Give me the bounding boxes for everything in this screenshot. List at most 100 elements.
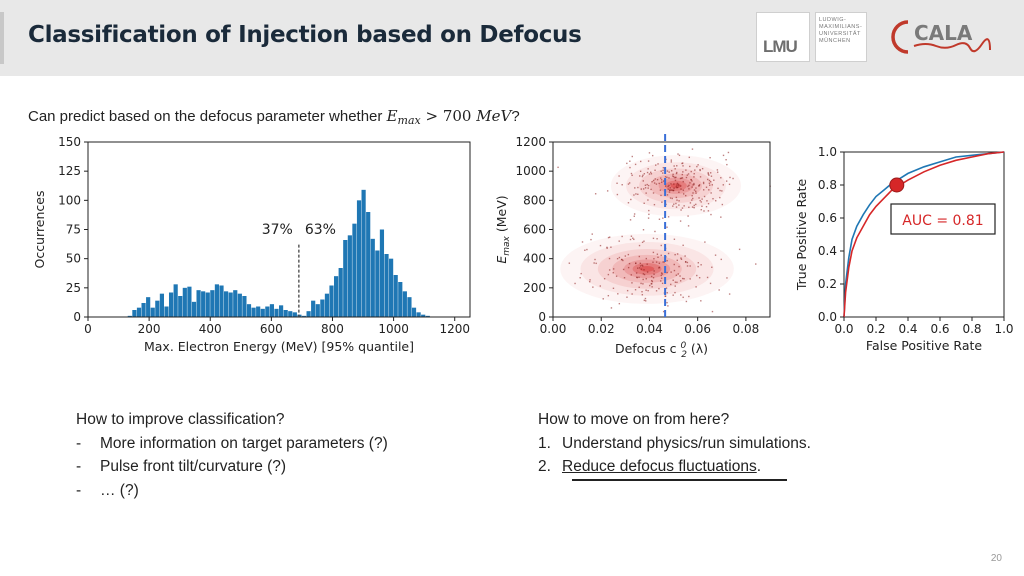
scatter-point [658, 287, 660, 290]
scatter-point [629, 238, 632, 241]
scatter-point [606, 190, 609, 192]
scatter-point [660, 181, 663, 183]
scatter-point [696, 274, 698, 277]
scatter-point [682, 165, 684, 167]
annotation-label: 37% [262, 222, 293, 238]
scatter-point [634, 163, 637, 166]
scatter-point [668, 177, 670, 179]
scatter-point [674, 176, 676, 179]
scatter-point [637, 193, 639, 196]
scatter-point [668, 191, 671, 193]
scatter-point [697, 262, 700, 264]
scatter-point [682, 189, 685, 191]
density-contour [632, 263, 662, 275]
scatter-point [691, 180, 693, 182]
x-axis-label: False Positive Rate [866, 338, 982, 353]
scatter-point [688, 156, 691, 159]
scatter-point [656, 238, 658, 240]
cala-logo-text: CALA [914, 21, 973, 45]
scatter-point [673, 263, 675, 266]
scatter-point [687, 173, 690, 175]
scatter-point [666, 259, 668, 262]
scatter-point [657, 163, 659, 165]
y-tick-label: 0.2 [818, 277, 837, 291]
scatter-point [646, 263, 648, 265]
scatter-point [648, 173, 651, 175]
scatter-point [652, 192, 655, 194]
histogram-bar [223, 291, 229, 317]
scatter-point [678, 265, 680, 268]
scatter-point [626, 162, 628, 165]
scatter-point [693, 204, 695, 207]
next-steps-heading: How to move on from here? [538, 411, 730, 428]
scatter-point [697, 265, 699, 268]
y-axis-label: Emax (MeV) [494, 195, 512, 263]
scatter-point [682, 180, 684, 183]
scatter-point [672, 189, 675, 192]
scatter-point [699, 169, 701, 172]
scatter-point [618, 302, 621, 305]
cala-logo: CALA [891, 20, 991, 54]
scatter-point [652, 251, 655, 254]
scatter-point [716, 169, 719, 171]
scatter-point [666, 170, 669, 172]
page-number: 20 [990, 553, 1002, 564]
scatter-point [653, 203, 656, 206]
scatter-point [635, 262, 637, 264]
scatter-point [612, 287, 615, 289]
histogram-bar [210, 290, 215, 317]
list-item-text: Reduce defocus fluctuations [562, 458, 757, 475]
scatter-point [630, 198, 632, 201]
list-marker: - [76, 481, 82, 499]
scatter-point [689, 165, 691, 168]
scatter-point [672, 294, 674, 296]
scatter-point [610, 246, 612, 248]
histogram-bar [219, 285, 224, 317]
scatter-point [687, 225, 690, 227]
scatter-point [621, 235, 623, 238]
scatter-point [643, 202, 645, 204]
scatter-point [693, 183, 695, 186]
scatter-point [698, 185, 700, 187]
x-tick-label: 1200 [439, 322, 470, 336]
y-tick-label: 0.6 [818, 211, 837, 225]
scatter-point [702, 189, 705, 191]
density-contour [670, 183, 682, 189]
scatter-point [671, 189, 674, 191]
scatter-point [714, 254, 717, 256]
scatter-point [678, 191, 680, 193]
histogram-bar [288, 311, 293, 317]
lmu-wordmark-line: UNIVERSITÄT [819, 31, 861, 37]
scatter-point [647, 187, 649, 189]
scatter-point [673, 269, 676, 272]
histogram-bar [164, 306, 169, 317]
scatter-point [669, 189, 671, 191]
histogram-bar [251, 307, 256, 317]
scatter-point [717, 187, 719, 190]
scatter-point [680, 209, 682, 211]
histogram-bar [379, 229, 385, 317]
scatter-point [693, 206, 695, 209]
scatter-point [685, 169, 687, 171]
scatter-point [690, 170, 692, 173]
scatter-point [653, 270, 655, 272]
scatter-point [708, 174, 710, 176]
scatter-point [642, 174, 644, 176]
scatter-point [705, 186, 708, 188]
scatter-point [622, 268, 625, 271]
scatter-point [642, 265, 644, 267]
subtitle-prefix: Can predict based on the defocus paramet… [28, 108, 387, 125]
slide-header: Classification of Injection based on Def… [0, 0, 1024, 76]
histogram-bar [265, 306, 270, 317]
scatter-point [692, 192, 694, 194]
y-tick-label: 0.8 [818, 178, 837, 192]
scatter-point [685, 194, 687, 197]
histogram-bar [306, 311, 311, 317]
scatter-point [653, 182, 656, 184]
scatter-point [616, 182, 618, 184]
histogram-bar [384, 254, 389, 317]
scatter-point [707, 173, 710, 175]
scatter-point [628, 262, 631, 265]
scatter-point [643, 299, 646, 302]
scatter-point [610, 307, 613, 309]
